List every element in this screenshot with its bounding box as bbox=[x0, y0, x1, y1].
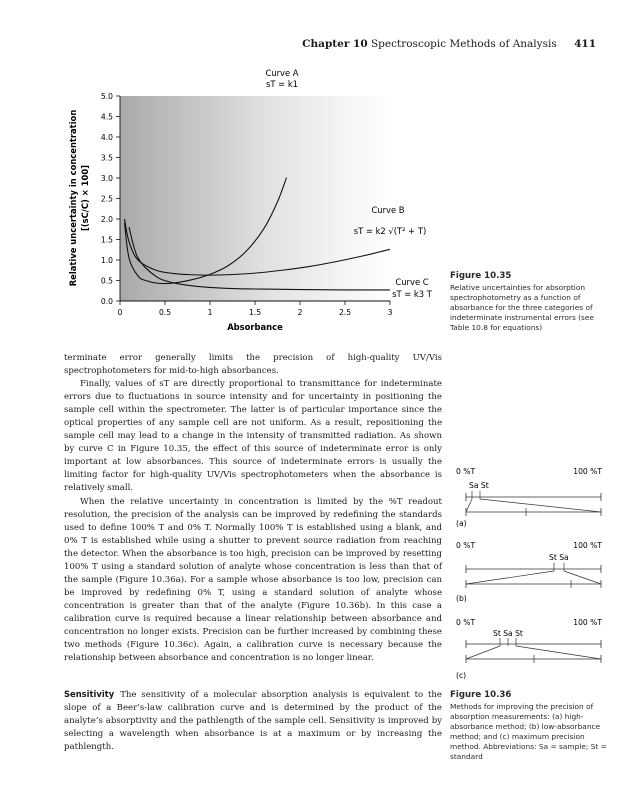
figure-10-35-caption: Figure 10.35 Relative uncertainties for … bbox=[450, 271, 610, 333]
y-tick-label: 1.5 bbox=[101, 236, 113, 245]
body-column: terminate error generally limits the pre… bbox=[64, 352, 442, 665]
chapter-title: Spectroscopic Methods of Analysis bbox=[370, 38, 557, 50]
panel-b-letter: (b) bbox=[456, 594, 467, 603]
y-tick-label: 3.0 bbox=[101, 174, 113, 183]
panel-a-markers: Sa St bbox=[469, 481, 489, 490]
y-tick-label: 2.0 bbox=[101, 215, 113, 224]
figure-10-36-title: Figure 10.36 bbox=[450, 690, 512, 700]
plot-background bbox=[120, 96, 390, 301]
panel-a-letter: (a) bbox=[456, 519, 467, 528]
paragraph-4: The sensitivity of a molecular absorptio… bbox=[64, 690, 442, 753]
x-tick-label: 0 bbox=[118, 308, 123, 317]
plot-curves bbox=[123, 177, 390, 291]
figure-10-36-text: Methods for improving the precision of a… bbox=[450, 702, 607, 761]
y-tick-label: 0.5 bbox=[101, 277, 113, 286]
panel-b: 0 %T 100 %T St Sa (b) bbox=[456, 541, 602, 603]
y-tick-label: 4.0 bbox=[101, 133, 113, 142]
figure-10-35-text: Relative uncertainties for absorption sp… bbox=[450, 283, 594, 332]
panel-c-markers: St Sa St bbox=[493, 629, 523, 638]
figure-10-36-caption: Figure 10.36 Methods for improving the p… bbox=[450, 690, 616, 762]
curve-c-label: Curve C bbox=[395, 277, 428, 287]
x-tick-label: 3 bbox=[388, 308, 393, 317]
panel-b-markers: St Sa bbox=[549, 553, 569, 562]
paragraph-3: When the relative uncertainty in concent… bbox=[64, 496, 442, 664]
x-tick-label: 2.5 bbox=[339, 308, 351, 317]
curve-c-equation: sT = k3 T bbox=[392, 289, 433, 299]
figure-10-35-title: Figure 10.35 bbox=[450, 271, 512, 281]
y-tick-label: 3.5 bbox=[101, 154, 113, 163]
page-number: 411 bbox=[574, 38, 596, 50]
figure-10-36-diagram: 0 %T 100 %T Sa St (a) 0 %T 100 %T St Sa … bbox=[456, 467, 602, 680]
y-tick-label: 5.0 bbox=[101, 92, 113, 101]
panel-b-left-label: 0 %T bbox=[456, 541, 475, 550]
panel-c-letter: (c) bbox=[456, 671, 466, 680]
y-tick-label: 1.0 bbox=[101, 256, 113, 265]
curve-b-line bbox=[123, 218, 390, 276]
curve-a-line bbox=[123, 177, 288, 285]
x-tick-label: 0.5 bbox=[159, 308, 171, 317]
paragraph-1: terminate error generally limits the pre… bbox=[64, 353, 442, 377]
figure-10-35-chart: 0.0 0.5 1.0 1.5 2.0 2.5 3.0 3.5 4.0 4.5 5.0 0 0.5 1 1.… bbox=[68, 68, 433, 332]
panel-a-right-label: 100 %T bbox=[573, 467, 602, 476]
panel-a-left-label: 0 %T bbox=[456, 467, 475, 476]
y-tick-label: 4.5 bbox=[101, 113, 113, 122]
curve-a-equation: sT = k1 bbox=[266, 79, 298, 89]
plot-axes bbox=[116, 95, 391, 305]
sensitivity-heading: Sensitivity bbox=[64, 689, 115, 699]
x-tick-label: 1 bbox=[208, 308, 213, 317]
panel-b-right-label: 100 %T bbox=[573, 541, 602, 550]
paragraph-2: Finally, values of sT are directly propo… bbox=[64, 379, 442, 494]
x-axis-label: Absorbance bbox=[227, 322, 283, 332]
sensitivity-section: Sensitivity The sensitivity of a molecula… bbox=[64, 688, 442, 754]
panel-c: 0 %T 100 %T St Sa St (c) bbox=[456, 618, 602, 680]
curve-b-label: Curve B bbox=[371, 205, 404, 215]
y-axis-label-line2: [(sC/C) × 100] bbox=[80, 165, 90, 231]
y-tick-label: 2.5 bbox=[101, 195, 113, 204]
tick-labels: 0.0 0.5 1.0 1.5 2.0 2.5 3.0 3.5 4.0 4.5 5.0 0 0.5 1 1.… bbox=[101, 92, 393, 317]
y-tick-label: 0.0 bbox=[101, 297, 113, 306]
curve-a-label: Curve A bbox=[265, 68, 298, 78]
panel-a: 0 %T 100 %T Sa St (a) bbox=[456, 467, 602, 528]
x-tick-label: 2 bbox=[298, 308, 303, 317]
running-header: Chapter 10 Spectroscopic Methods of Anal… bbox=[302, 38, 596, 50]
curve-c-line bbox=[128, 227, 390, 291]
panel-c-left-label: 0 %T bbox=[456, 618, 475, 627]
chapter-label: Chapter 10 bbox=[302, 38, 368, 50]
curve-b-equation: sT = k2 √(T² + T) bbox=[354, 226, 426, 236]
x-tick-label: 1.5 bbox=[249, 308, 261, 317]
panel-c-right-label: 100 %T bbox=[573, 618, 602, 627]
y-axis-label-line1: Relative uncertainty in concentration bbox=[68, 110, 78, 287]
